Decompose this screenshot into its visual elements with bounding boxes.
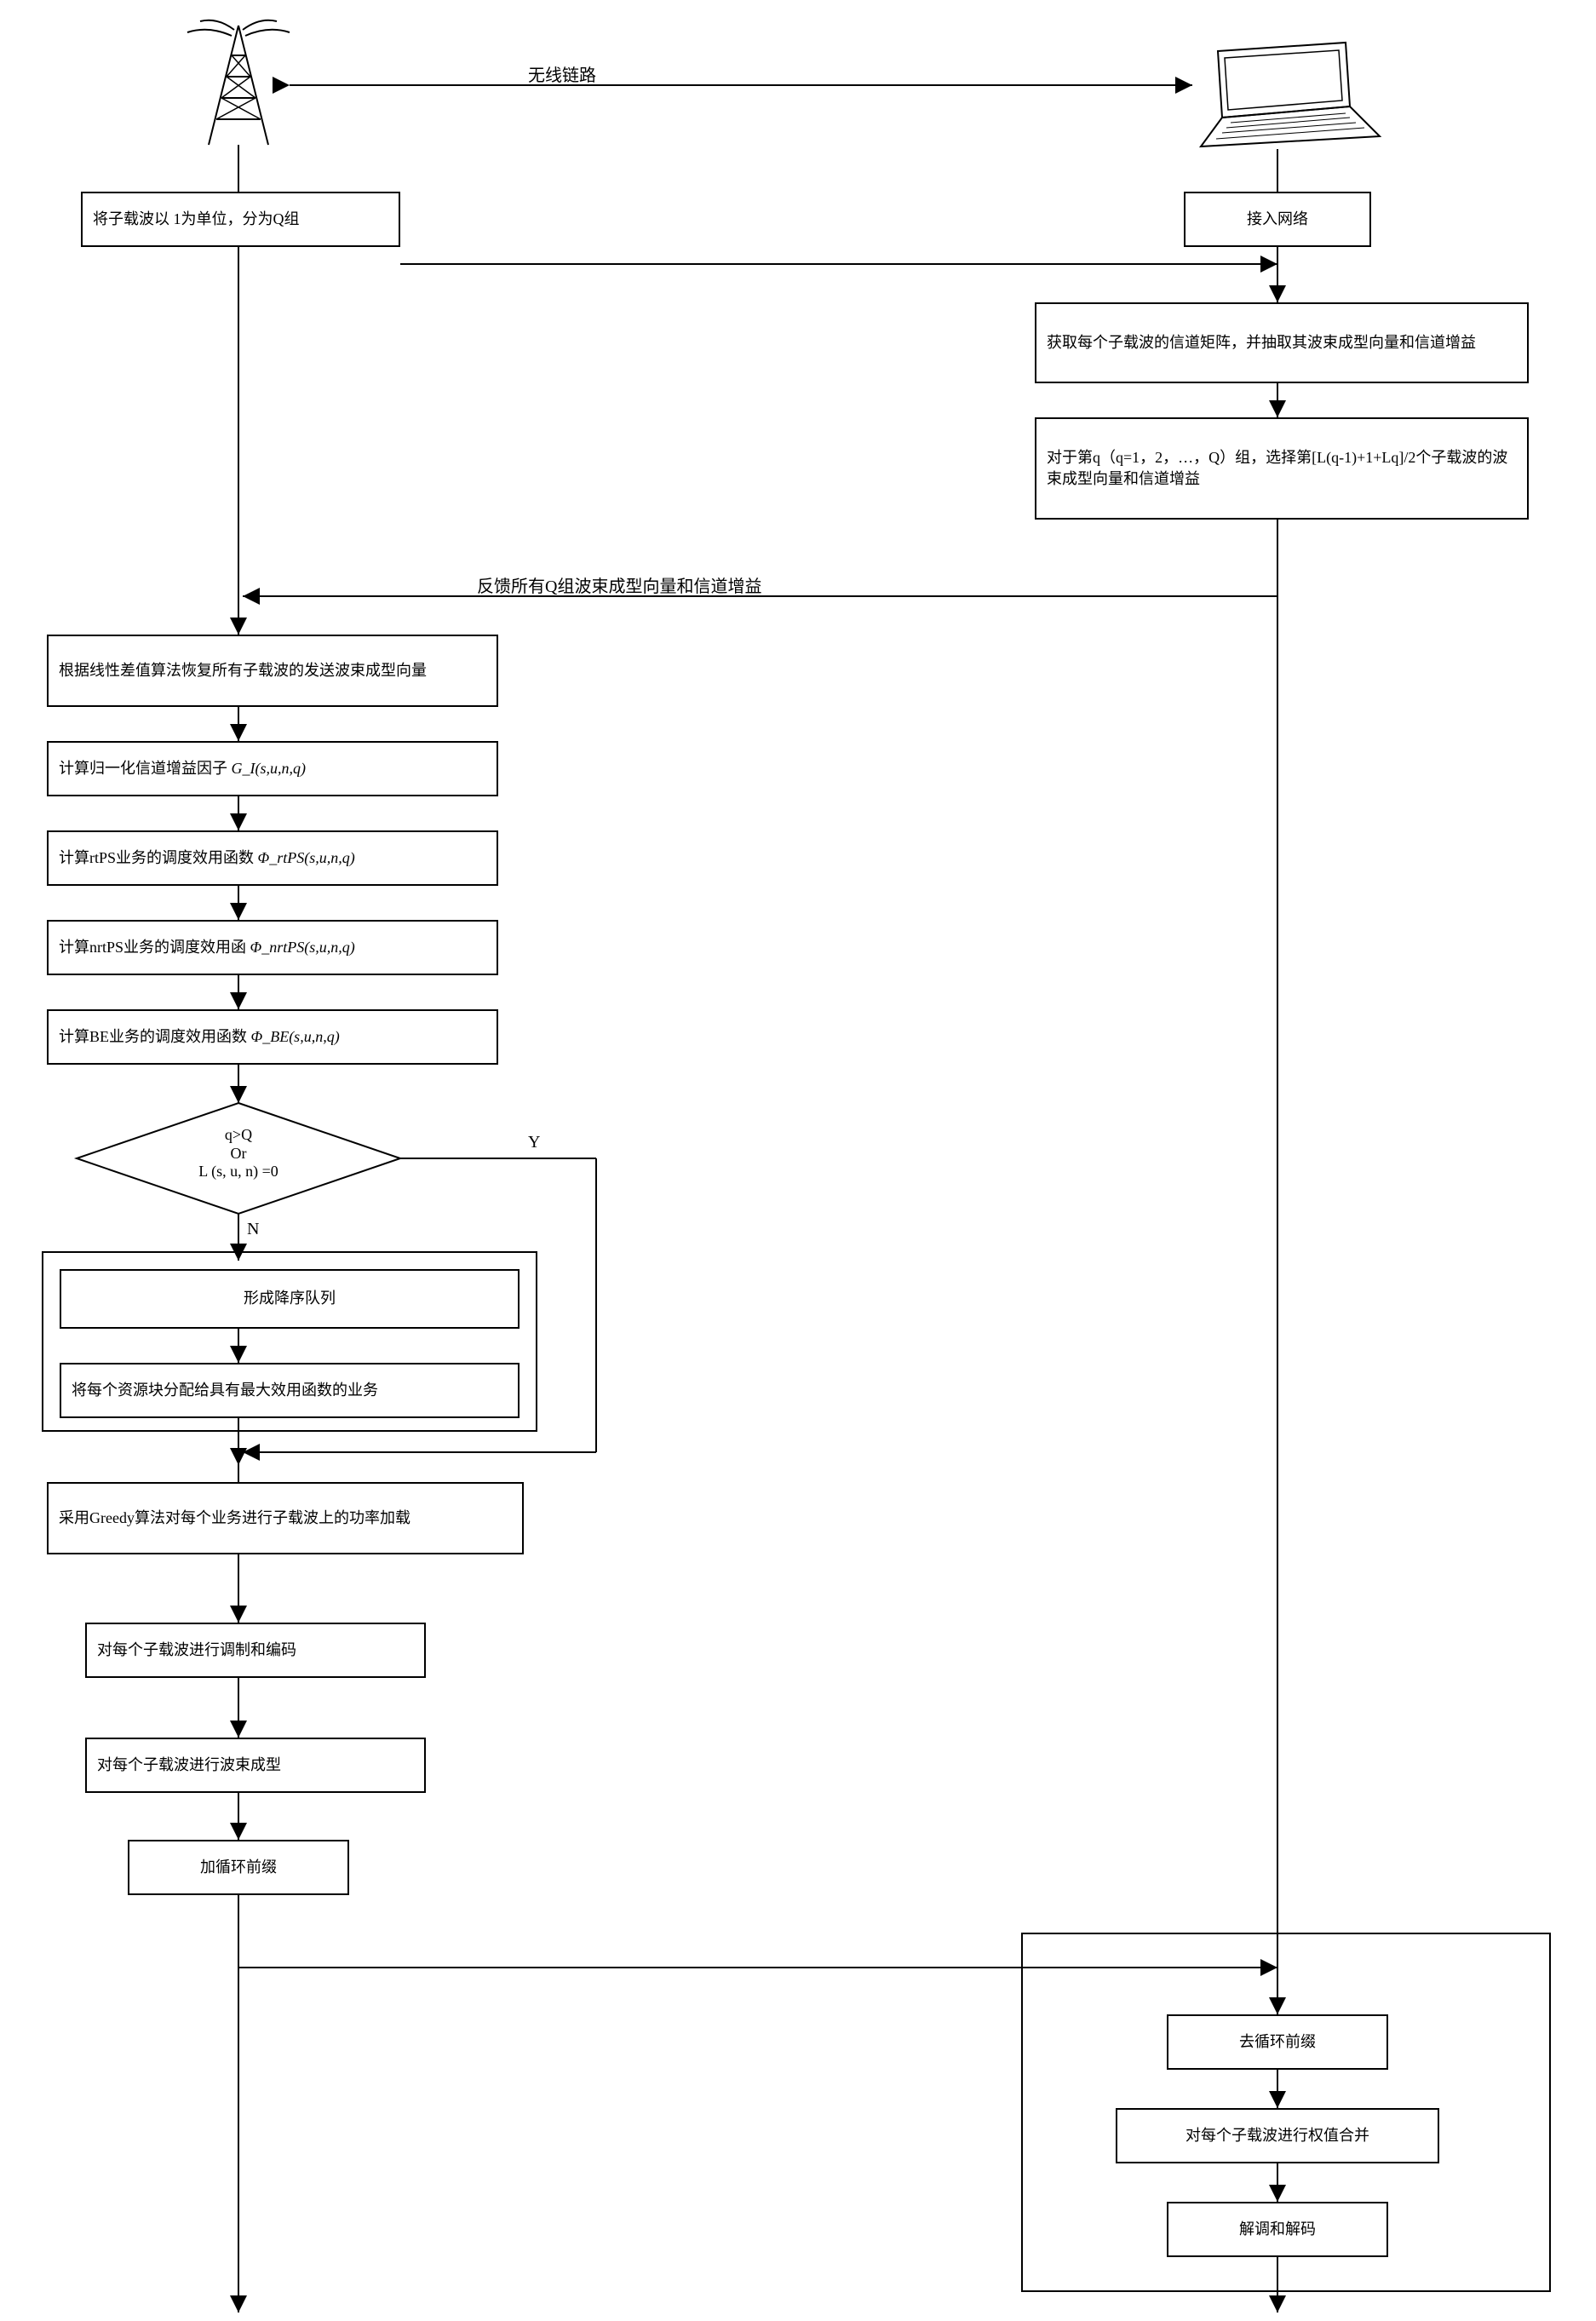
text: 将每个资源块分配给具有最大效用函数的业务 (72, 1380, 378, 1401)
text: 解调和解码 (1239, 2219, 1316, 2240)
text: 去循环前缀 (1239, 2031, 1316, 2053)
text: 采用Greedy算法对每个业务进行子载波上的功率加载 (59, 1508, 410, 1529)
text: 对每个子载波进行调制和编码 (97, 1640, 296, 1661)
text: 计算BE业务的调度效用函数 Φ_BE(s,u,n,q) (59, 1026, 340, 1048)
decision-text: q>Q Or L (s, u, n) =0 (170, 1126, 307, 1181)
box-split-subcarriers: 将子载波以 1为单位，分为Q组 (81, 192, 400, 247)
box-rtps-utility: 计算rtPS业务的调度效用函数 Φ_rtPS(s,u,n,q) (47, 830, 498, 886)
text: 计算rtPS业务的调度效用函数 Φ_rtPS(s,u,n,q) (59, 847, 355, 869)
tower-icon (187, 20, 290, 145)
box-modulation-coding: 对每个子载波进行调制和编码 (85, 1623, 426, 1678)
text: 形成降序队列 (244, 1288, 336, 1309)
box-remove-cp: 去循环前缀 (1167, 2014, 1388, 2070)
decision-yes: Y (528, 1133, 540, 1152)
box-weight-combine: 对每个子载波进行权值合并 (1116, 2108, 1439, 2163)
box-recover-beamforming: 根据线性差值算法恢复所有子载波的发送波束成型向量 (47, 635, 498, 707)
box-select-subcarrier: 对于第q（q=1，2，…，Q）组，选择第[L(q-1)+1+Lq]/2个子载波的… (1035, 417, 1529, 520)
text: 接入网络 (1247, 209, 1308, 230)
box-access-network: 接入网络 (1184, 192, 1371, 247)
text: 计算nrtPS业务的调度效用函 Φ_nrtPS(s,u,n,q) (59, 937, 355, 958)
feedback-label: 反馈所有Q组波束成型向量和信道增益 (477, 572, 761, 597)
laptop-icon (1201, 43, 1380, 146)
box-get-channel-matrix: 获取每个子载波的信道矩阵，并抽取其波束成型向量和信道增益 (1035, 302, 1529, 383)
text: 根据线性差值算法恢复所有子载波的发送波束成型向量 (59, 660, 427, 681)
decision-no: N (247, 1220, 259, 1239)
text: 计算归一化信道增益因子 G_I(s,u,n,q) (59, 758, 306, 779)
box-gain-factor: 计算归一化信道增益因子 G_I(s,u,n,q) (47, 741, 498, 796)
box-be-utility: 计算BE业务的调度效用函数 Φ_BE(s,u,n,q) (47, 1009, 498, 1065)
text: 对每个子载波进行波束成型 (97, 1755, 281, 1776)
box-greedy-power: 采用Greedy算法对每个业务进行子载波上的功率加载 (47, 1482, 524, 1554)
box-sort-desc: 形成降序队列 (60, 1269, 520, 1329)
text: 加循环前缀 (200, 1857, 277, 1878)
box-assign-rb: 将每个资源块分配给具有最大效用函数的业务 (60, 1363, 520, 1418)
box-demod-decode: 解调和解码 (1167, 2202, 1388, 2257)
text: 获取每个子载波的信道矩阵，并抽取其波束成型向量和信道增益 (1047, 332, 1476, 353)
box-nrtps-utility: 计算nrtPS业务的调度效用函 Φ_nrtPS(s,u,n,q) (47, 920, 498, 975)
wireless-link-label: 无线链路 (528, 61, 596, 86)
text: 对每个子载波进行权值合并 (1186, 2125, 1369, 2146)
box-add-cp: 加循环前缀 (128, 1840, 349, 1895)
box-beamforming: 对每个子载波进行波束成型 (85, 1738, 426, 1793)
text: 对于第q（q=1，2，…，Q）组，选择第[L(q-1)+1+Lq]/2个子载波的… (1047, 447, 1517, 490)
text: 将子载波以 1为单位，分为Q组 (93, 209, 300, 230)
